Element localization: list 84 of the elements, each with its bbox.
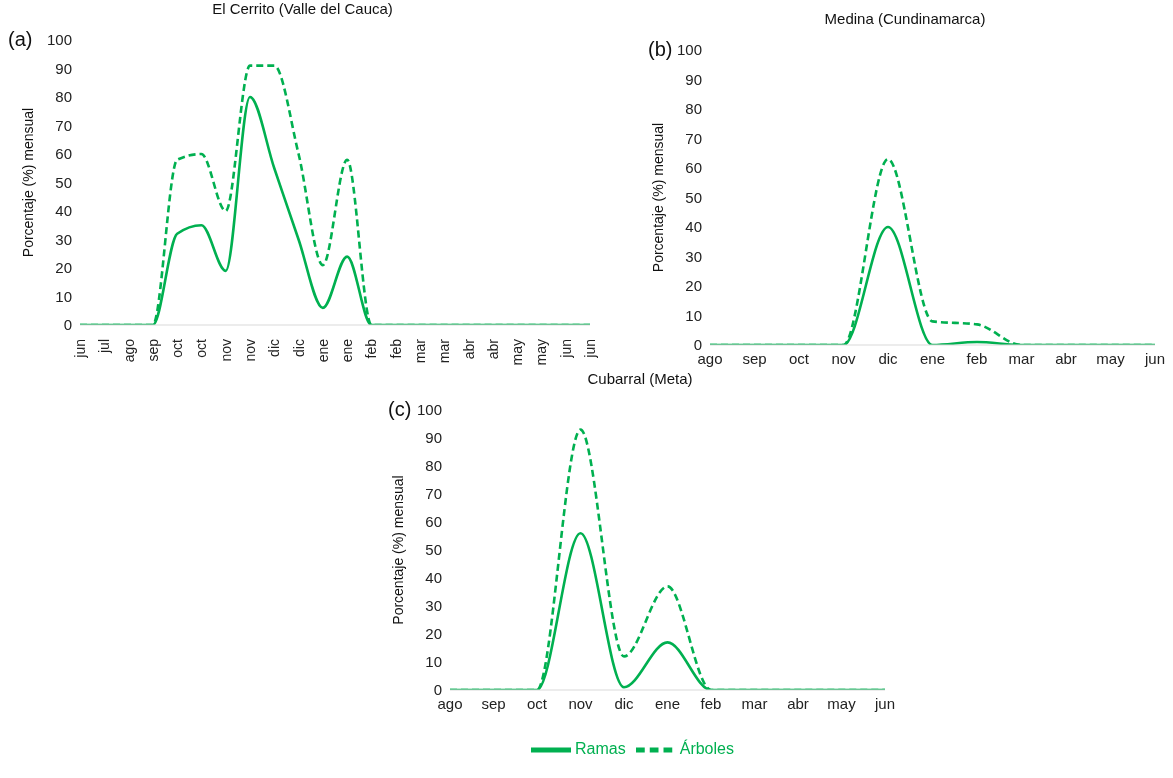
x-tick-label: feb <box>966 349 988 367</box>
x-tick-label: mar <box>436 338 453 364</box>
x-tick-label: oct <box>193 338 210 358</box>
y-tick-label: 90 <box>425 429 442 447</box>
x-tick-label: may <box>827 694 857 712</box>
x-tick-label: ene <box>314 338 331 363</box>
x-tick-label: dic <box>614 694 635 712</box>
y-tick-label: 10 <box>685 306 702 324</box>
x-tick-label: jun <box>582 339 598 359</box>
y-tick-label: 60 <box>685 159 702 177</box>
y-tick-label: 70 <box>425 485 442 503</box>
y-tick-label: 40 <box>425 569 442 587</box>
y-axis-title: Porcentaje (%) mensual <box>19 107 36 258</box>
y-tick-label: 100 <box>46 31 72 49</box>
y-tick-label: 80 <box>425 457 442 475</box>
y-tick-label: 30 <box>425 597 442 615</box>
y-tick-label: 40 <box>685 218 702 236</box>
x-tick-label: mar <box>412 338 428 364</box>
x-tick-label: feb <box>700 694 722 712</box>
y-axis-title: Porcentaje (%) mensual <box>649 122 666 273</box>
x-tick-label: jun <box>557 339 574 359</box>
x-tick-label: oct <box>788 349 810 367</box>
y-tick-label: 20 <box>685 277 702 295</box>
x-tick-label: nov <box>217 339 234 362</box>
x-tick-label: dic <box>290 339 307 357</box>
chart-title: El Cerrito (Valle del Cauca) <box>211 0 394 17</box>
y-tick-label: 80 <box>685 100 702 118</box>
text: (a) <box>8 28 33 51</box>
x-tick-label: sep <box>144 338 161 362</box>
y-axis-title: Porcentaje (%) mensual <box>389 475 406 625</box>
x-tick-label: mar <box>741 694 768 712</box>
y-tick-label: 0 <box>63 316 72 334</box>
x-tick-label: nov <box>568 694 594 712</box>
y-tick-label: 30 <box>55 230 72 248</box>
x-tick-label: nov <box>242 339 258 362</box>
chart-title: Medina (Cundinamarca) <box>823 10 987 27</box>
y-tick-label: 60 <box>425 513 442 531</box>
x-tick-label: mar <box>1008 349 1035 367</box>
y-tick-label: 50 <box>425 541 442 559</box>
x-tick-label: feb <box>363 338 380 359</box>
y-tick-label: 100 <box>676 41 702 59</box>
legend-label: Árboles <box>679 740 734 758</box>
y-tick-label: 80 <box>55 88 72 106</box>
y-tick-label: 100 <box>416 401 442 419</box>
text: (c) <box>388 398 412 421</box>
y-tick-label: 30 <box>685 247 702 265</box>
x-tick-label: may <box>1096 349 1126 367</box>
x-tick-label: dic <box>878 349 899 367</box>
x-tick-label: jun <box>1143 349 1166 367</box>
x-tick-label: ene <box>919 349 946 367</box>
y-tick-label: 10 <box>55 287 72 305</box>
x-tick-label: ene <box>339 338 356 363</box>
x-tick-label: ene <box>654 694 681 712</box>
y-tick-label: 60 <box>55 145 72 163</box>
x-tick-label: abr <box>484 338 501 360</box>
x-tick-label: sep <box>481 694 506 712</box>
x-tick-label: sep <box>742 349 767 367</box>
x-tick-label: ago <box>120 338 137 363</box>
y-tick-label: 90 <box>55 59 72 77</box>
x-tick-label: jul <box>96 339 113 355</box>
x-tick-label: abr <box>460 338 477 360</box>
y-tick-label: 70 <box>55 116 72 134</box>
y-tick-label: 10 <box>425 653 442 671</box>
y-tick-label: 40 <box>55 202 72 220</box>
text: (b) <box>648 38 673 61</box>
x-tick-label: jun <box>72 339 88 359</box>
x-tick-label: dic <box>266 339 283 357</box>
legend-label: Ramas <box>575 740 626 758</box>
y-tick-label: 20 <box>55 259 72 277</box>
x-tick-label: may <box>509 339 526 366</box>
x-tick-label: feb <box>387 338 404 359</box>
x-tick-label: oct <box>169 338 186 358</box>
chart-title: Cubarral (Meta) <box>586 370 694 387</box>
x-tick-label: jun <box>873 694 896 712</box>
y-tick-label: 50 <box>685 188 702 206</box>
x-tick-label: abr <box>787 694 809 712</box>
x-tick-label: nov <box>831 349 857 367</box>
y-tick-label: 70 <box>685 129 702 147</box>
x-tick-label: abr <box>1055 349 1077 367</box>
y-tick-label: 50 <box>55 173 72 191</box>
x-tick-label: oct <box>526 694 548 712</box>
x-tick-label: may <box>533 339 550 366</box>
y-tick-label: 20 <box>425 625 442 643</box>
y-tick-label: 90 <box>685 70 702 88</box>
